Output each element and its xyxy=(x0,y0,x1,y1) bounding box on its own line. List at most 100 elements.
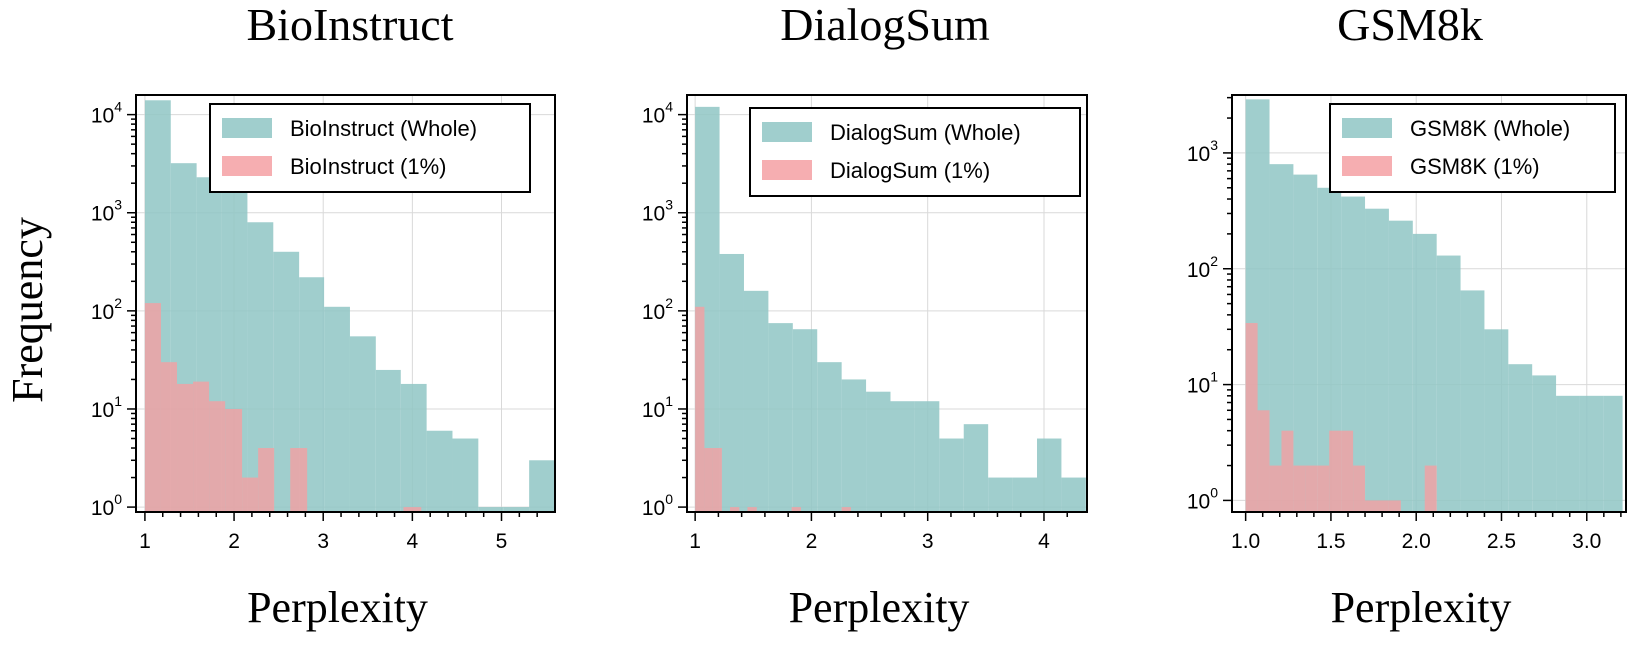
x-tick-label: 3 xyxy=(317,530,329,553)
bar-subset xyxy=(242,477,259,512)
x-tick-label: 4 xyxy=(407,530,419,553)
panel-title: DialogSum xyxy=(780,0,990,50)
y-tick-label: 101 xyxy=(642,393,673,422)
x-tick-label: 1.5 xyxy=(1316,530,1345,553)
bar-whole xyxy=(1436,255,1461,512)
legend-box xyxy=(1329,103,1616,193)
x-tick-label: 1 xyxy=(689,530,701,553)
legend-swatch-subset xyxy=(762,160,812,180)
bar-whole xyxy=(890,401,915,512)
bar-whole xyxy=(1603,395,1623,512)
bar-whole xyxy=(478,507,504,512)
x-axis-label: Perplexity xyxy=(247,583,428,632)
bar-whole xyxy=(817,362,842,512)
bar-subset xyxy=(695,306,705,512)
bar-whole xyxy=(1269,164,1294,512)
panel-title: BioInstruct xyxy=(247,0,454,50)
chart-panel-0: 1 2 3 4 5 100 101 102 103 104 BioInstruct Perplexit… xyxy=(91,0,556,632)
bar-whole xyxy=(426,430,453,512)
legend-swatch-subset xyxy=(222,156,272,176)
x-tick-label: 3.0 xyxy=(1572,530,1601,553)
bar-subset xyxy=(1305,465,1318,512)
bar-whole xyxy=(743,290,769,512)
y-tick-label: 100 xyxy=(1187,484,1218,513)
bar-whole xyxy=(1293,174,1318,513)
x-tick-label: 2 xyxy=(228,530,240,553)
x-tick-label: 5 xyxy=(496,530,508,553)
bar-whole xyxy=(988,477,1013,512)
y-tick-label: 102 xyxy=(1187,253,1218,282)
legend-swatch-subset xyxy=(1342,156,1392,176)
bar-whole xyxy=(1579,395,1604,512)
chart-panel-2: 1.0 1.5 2.0 2.5 3.0 100 101 102 103 GSM8k Perplexi… xyxy=(1187,0,1627,632)
chart-panel-1: 1 2 3 4 100 101 102 103 104 DialogSum Perplexity Di… xyxy=(642,0,1088,632)
bar-subset xyxy=(209,401,226,512)
y-tick-label: 103 xyxy=(642,197,673,226)
bar-whole xyxy=(1012,477,1037,512)
plot-frame xyxy=(686,94,1088,513)
y-tick-label: 103 xyxy=(91,197,122,226)
legend-label-subset: GSM8K (1%) xyxy=(1410,154,1540,179)
legend-label-whole: DialogSum (Whole) xyxy=(830,120,1021,145)
bar-subset xyxy=(144,303,161,512)
legend-label-subset: BioInstruct (1%) xyxy=(290,154,447,179)
bar-subset xyxy=(1341,430,1354,512)
bar-whole xyxy=(792,329,818,512)
bar-subset xyxy=(1257,410,1270,512)
bar-whole xyxy=(939,438,964,512)
x-tick-label: 1.0 xyxy=(1231,530,1260,553)
bar-subset xyxy=(193,381,210,512)
bar-subset xyxy=(1424,465,1437,512)
legend: GSM8K (Whole) GSM8K (1%) xyxy=(1329,103,1616,193)
y-tick-label: 104 xyxy=(642,99,673,128)
bar-whole xyxy=(1037,438,1062,512)
bar-subset xyxy=(841,507,851,512)
bar-whole xyxy=(1460,290,1485,512)
bar-whole xyxy=(1484,329,1509,512)
bar-subset xyxy=(712,448,722,512)
y-tick-label: 101 xyxy=(1187,369,1218,398)
bar-subset xyxy=(1353,465,1366,512)
bar-whole xyxy=(503,507,530,512)
legend: BioInstruct (Whole) BioInstruct (1%) xyxy=(209,103,531,193)
bar-subset xyxy=(704,448,713,512)
y-tick-label: 100 xyxy=(91,491,122,520)
legend-swatch-whole xyxy=(762,122,812,142)
y-tick-label: 103 xyxy=(1187,137,1218,166)
bar-whole xyxy=(1532,375,1557,512)
bar-whole xyxy=(452,438,479,512)
y-tick-label: 101 xyxy=(91,393,122,422)
bar-whole xyxy=(768,323,793,512)
bar-whole xyxy=(349,336,376,512)
bar-subset xyxy=(1329,430,1342,512)
bar-whole xyxy=(1556,395,1580,512)
bar-whole xyxy=(1388,220,1413,512)
bar-subset xyxy=(1376,500,1389,512)
bar-subset xyxy=(1245,323,1258,512)
bar-whole xyxy=(1061,477,1086,512)
bar-subset xyxy=(1317,465,1330,512)
x-tick-label: 2 xyxy=(806,530,818,553)
legend: DialogSum (Whole) DialogSum (1%) xyxy=(749,107,1081,197)
bar-whole xyxy=(375,369,401,512)
bar-whole xyxy=(1508,364,1533,512)
plot-frame xyxy=(135,94,556,513)
y-tick-label: 102 xyxy=(91,295,122,324)
bar-subset xyxy=(1388,500,1401,512)
bar-whole xyxy=(719,253,744,513)
bar-subset xyxy=(1365,500,1377,512)
legend-swatch-whole xyxy=(1342,118,1392,138)
legend-label-subset: DialogSum (1%) xyxy=(830,158,990,183)
y-tick-label: 104 xyxy=(91,99,122,128)
panel-title: GSM8k xyxy=(1337,0,1483,50)
y-tick-label: 102 xyxy=(642,295,673,324)
legend-label-whole: BioInstruct (Whole) xyxy=(290,116,477,141)
x-tick-label: 2.0 xyxy=(1402,530,1431,553)
bar-whole xyxy=(841,379,867,512)
bar-whole xyxy=(866,391,891,512)
bar-whole xyxy=(963,424,989,512)
bar-subset xyxy=(177,383,194,512)
bar-subset xyxy=(403,507,422,512)
bar-subset xyxy=(791,507,801,512)
